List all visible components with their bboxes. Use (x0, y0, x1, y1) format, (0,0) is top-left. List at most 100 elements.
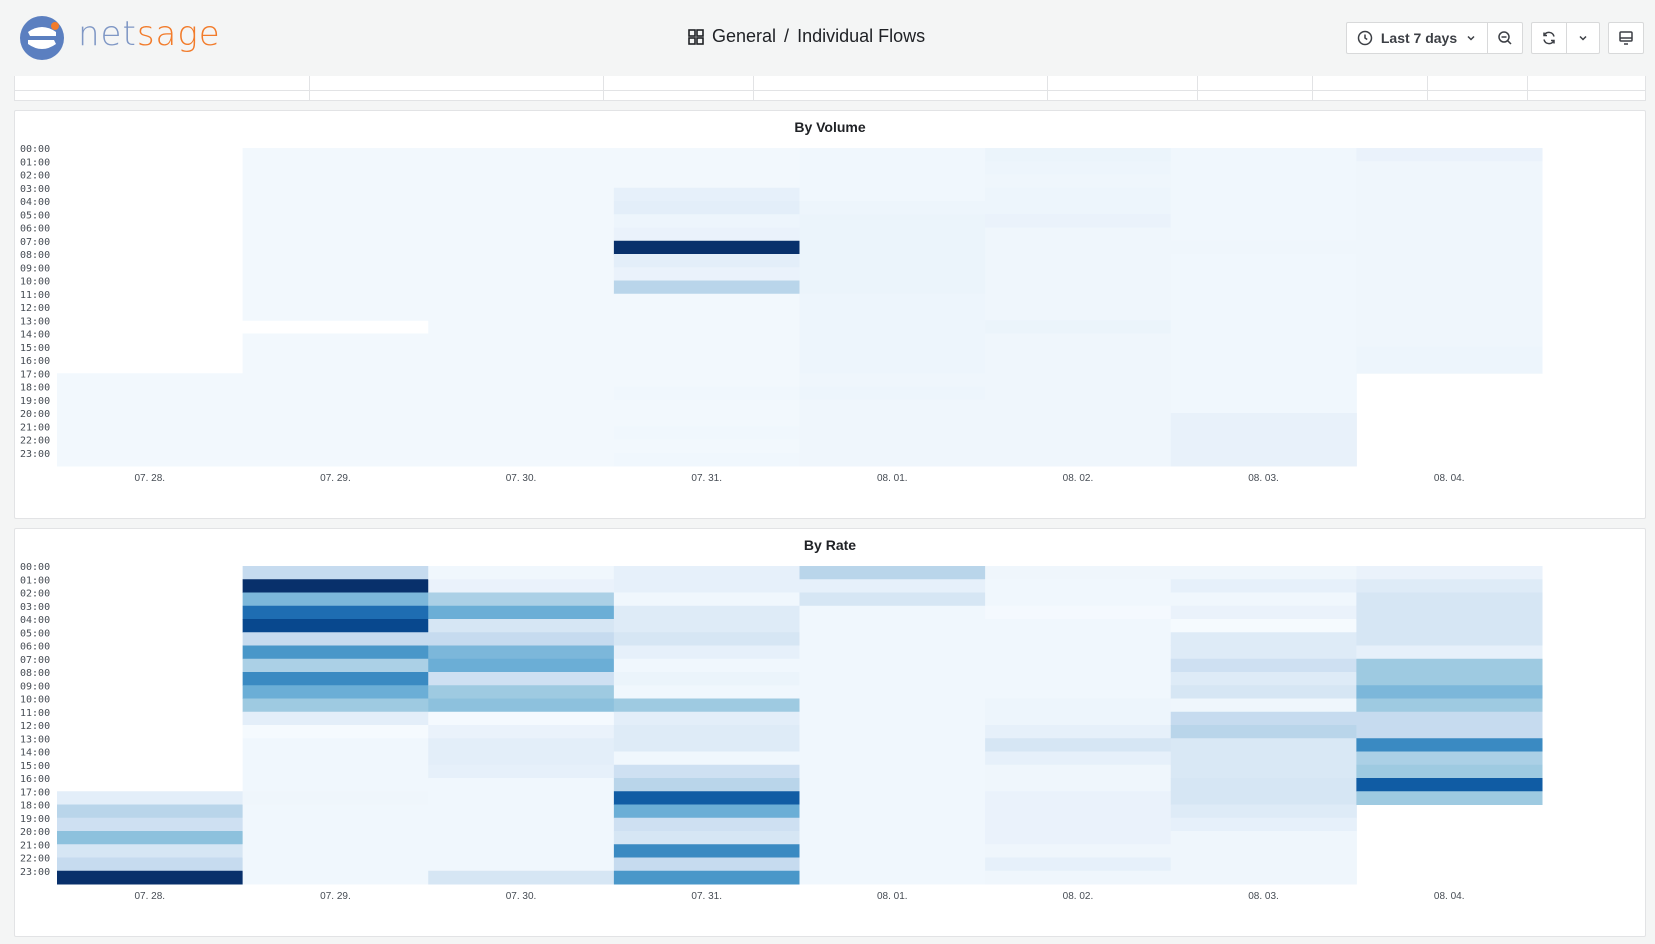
heatmap-cell[interactable] (985, 161, 1172, 175)
heatmap-cell[interactable] (1356, 672, 1543, 686)
heatmap-cell[interactable] (613, 857, 801, 872)
heatmap-cell[interactable] (985, 857, 1172, 872)
heatmap-cell[interactable] (985, 685, 1172, 699)
heatmap-cell[interactable] (799, 751, 986, 766)
heatmap-cell[interactable] (985, 778, 1172, 792)
heatmap-cell[interactable] (799, 201, 986, 215)
heatmap-cell[interactable] (428, 333, 615, 348)
heatmap-cell[interactable] (985, 645, 1172, 660)
heatmap-cell[interactable] (1356, 307, 1543, 321)
heatmap-cell[interactable] (428, 870, 615, 885)
heatmap-cell[interactable] (799, 346, 986, 361)
heatmap-cell[interactable] (1356, 174, 1543, 189)
heatmap-cell[interactable] (1170, 698, 1357, 713)
heatmap-cell[interactable] (799, 725, 986, 739)
heatmap-cell[interactable] (1356, 293, 1543, 308)
heatmap-cell[interactable] (799, 870, 986, 885)
heatmap-cell[interactable] (613, 386, 801, 401)
refresh-interval-dropdown[interactable] (1567, 22, 1600, 54)
heatmap-cell[interactable] (985, 452, 1172, 467)
heatmap-cell[interactable] (799, 632, 986, 646)
heatmap-cell[interactable] (613, 778, 801, 792)
heatmap-cell[interactable] (613, 579, 801, 593)
heatmap-cell[interactable] (985, 267, 1172, 281)
heatmap-cell[interactable] (1170, 413, 1357, 427)
heatmap-cell[interactable] (799, 227, 986, 242)
heatmap-cell[interactable] (985, 605, 1172, 620)
heatmap-cell[interactable] (1170, 619, 1357, 633)
heatmap-cell[interactable] (985, 579, 1172, 593)
heatmap-cell[interactable] (985, 333, 1172, 348)
heatmap-cell[interactable] (428, 413, 615, 427)
heatmap-cell[interactable] (1356, 227, 1543, 242)
panel-title[interactable]: By Rate (803, 537, 857, 553)
heatmap-cell[interactable] (799, 333, 986, 348)
heatmap-cell[interactable] (613, 751, 801, 766)
heatmap-cell[interactable] (428, 738, 615, 752)
heatmap-cell[interactable] (613, 201, 801, 215)
heatmap-cell[interactable] (1170, 174, 1357, 189)
heatmap-cell[interactable] (799, 579, 986, 593)
heatmap-cell[interactable] (799, 280, 986, 295)
heatmap-cell[interactable] (799, 738, 986, 752)
heatmap-cell[interactable] (1356, 360, 1543, 374)
heatmap-cell[interactable] (985, 632, 1172, 646)
heatmap-cell[interactable] (1356, 698, 1543, 713)
heatmap-cell[interactable] (242, 293, 429, 308)
heatmap-cell[interactable] (428, 373, 615, 387)
heatmap-cell[interactable] (1170, 240, 1357, 255)
heatmap-cell[interactable] (1356, 566, 1543, 580)
heatmap-cell[interactable] (1356, 764, 1543, 779)
heatmap-cell[interactable] (242, 413, 429, 427)
heatmap-by-rate[interactable]: 00:00 01:00 02:00 03:00 04:00 05:00 06:00 07:00… (15, 529, 1645, 936)
heatmap-cell[interactable] (1170, 333, 1357, 348)
heatmap-cell[interactable] (799, 685, 986, 699)
heatmap-cell[interactable] (1356, 161, 1543, 175)
heatmap-cell[interactable] (985, 320, 1172, 334)
heatmap-cell[interactable] (242, 240, 429, 255)
heatmap-cell[interactable] (613, 605, 801, 620)
heatmap-cell[interactable] (1170, 426, 1357, 440)
heatmap-cell[interactable] (799, 426, 986, 440)
heatmap-cell[interactable] (799, 566, 986, 580)
heatmap-cell[interactable] (1356, 685, 1543, 699)
heatmap-cell[interactable] (1356, 333, 1543, 348)
heatmap-cell[interactable] (1356, 320, 1543, 334)
heatmap-cell[interactable] (242, 307, 429, 321)
heatmap-cell[interactable] (799, 658, 986, 673)
heatmap-cell[interactable] (613, 592, 801, 607)
heatmap-cell[interactable] (613, 645, 801, 660)
heatmap-cell[interactable] (1170, 592, 1357, 607)
heatmap-cell[interactable] (57, 844, 244, 858)
heatmap-cell[interactable] (242, 399, 429, 414)
heatmap-cell[interactable] (1170, 778, 1357, 792)
heatmap-cell[interactable] (428, 605, 615, 620)
heatmap-cell[interactable] (428, 844, 615, 858)
heatmap-cell[interactable] (613, 619, 801, 633)
heatmap-cell[interactable] (242, 632, 429, 646)
heatmap-cell[interactable] (428, 360, 615, 374)
heatmap-cell[interactable] (613, 280, 801, 295)
heatmap-cell[interactable] (613, 632, 801, 646)
heatmap-cell[interactable] (428, 685, 615, 699)
heatmap-cell[interactable] (1170, 764, 1357, 779)
heatmap-cell[interactable] (57, 857, 244, 872)
heatmap-cell[interactable] (1356, 267, 1543, 281)
heatmap-cell[interactable] (1170, 320, 1357, 334)
heatmap-cell[interactable] (985, 619, 1172, 633)
heatmap-cell[interactable] (799, 452, 986, 467)
heatmap-cell[interactable] (985, 751, 1172, 766)
heatmap-cell[interactable] (57, 386, 244, 401)
heatmap-cell[interactable] (613, 566, 801, 580)
heatmap-cell[interactable] (428, 619, 615, 633)
heatmap-cell[interactable] (57, 804, 244, 819)
heatmap-cell[interactable] (242, 844, 429, 858)
heatmap-cell[interactable] (242, 817, 429, 832)
heatmap-cell[interactable] (613, 346, 801, 361)
heatmap-cell[interactable] (985, 214, 1172, 228)
heatmap-cell[interactable] (799, 148, 986, 162)
refresh-button[interactable] (1531, 22, 1567, 54)
heatmap-cell[interactable] (613, 399, 801, 414)
heatmap-cell[interactable] (985, 725, 1172, 739)
heatmap-cell[interactable] (1356, 148, 1543, 162)
